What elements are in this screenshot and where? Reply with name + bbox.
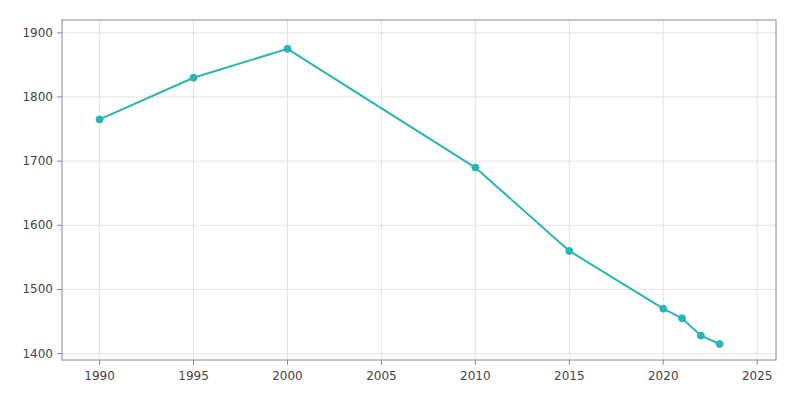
x-tick (475, 360, 476, 365)
x-tick-label: 2000 (272, 369, 303, 383)
x-tick (569, 360, 570, 365)
plot-background (62, 20, 776, 360)
point (566, 247, 573, 254)
y-grid-line (62, 353, 776, 354)
y-grid-line (62, 161, 776, 162)
x-tick-label: 1990 (84, 369, 115, 383)
y-grid-line (62, 225, 776, 226)
x-grid-line (757, 20, 758, 360)
chart-container: 1990 1995 2000 2005 2010 2015 2020 2025 1400 1500… (0, 0, 800, 400)
x-tick-label: 2025 (742, 369, 773, 383)
x-tick (381, 360, 382, 365)
point (472, 164, 479, 171)
x-tick-label: 2010 (460, 369, 491, 383)
x-grid-line (287, 20, 288, 360)
y-tick (57, 161, 62, 162)
point (716, 340, 723, 347)
x-grid-line (193, 20, 194, 360)
x-grid-line (569, 20, 570, 360)
x-tick (757, 360, 758, 365)
point (697, 332, 704, 339)
x-tick-label: 2015 (554, 369, 585, 383)
x-tick-label: 1995 (178, 369, 209, 383)
line (100, 49, 720, 344)
x-grid-line (99, 20, 100, 360)
y-tick-label: 1900 (22, 26, 53, 40)
axes: 1990 1995 2000 2005 2010 2015 2020 2025 1400 1500… (22, 26, 772, 383)
point (284, 45, 291, 52)
point (190, 74, 197, 81)
y-tick (57, 225, 62, 226)
x-tick (287, 360, 288, 365)
y-tick (57, 353, 62, 354)
y-tick-label: 1600 (22, 218, 53, 232)
grid (62, 20, 776, 360)
data-layer (96, 45, 723, 347)
point (96, 116, 103, 123)
x-tick-label: 2020 (648, 369, 679, 383)
y-tick-label: 1500 (22, 282, 53, 296)
y-tick-label: 1700 (22, 154, 53, 168)
x-tick (663, 360, 664, 365)
x-tick-label: 2005 (366, 369, 397, 383)
y-tick (57, 32, 62, 33)
x-grid-line (475, 20, 476, 360)
x-tick (99, 360, 100, 365)
chart-svg: 1990 1995 2000 2005 2010 2015 2020 2025 1400 1500… (0, 0, 800, 400)
y-grid-line (62, 32, 776, 33)
y-tick (57, 96, 62, 97)
y-tick-label: 1800 (22, 90, 53, 104)
y-grid-line (62, 289, 776, 290)
y-tick (57, 289, 62, 290)
point (660, 305, 667, 312)
x-grid-line (381, 20, 382, 360)
y-grid-line (62, 96, 776, 97)
plot-frame (62, 20, 776, 360)
y-tick-label: 1400 (22, 347, 53, 361)
x-tick (193, 360, 194, 365)
point (679, 315, 686, 322)
